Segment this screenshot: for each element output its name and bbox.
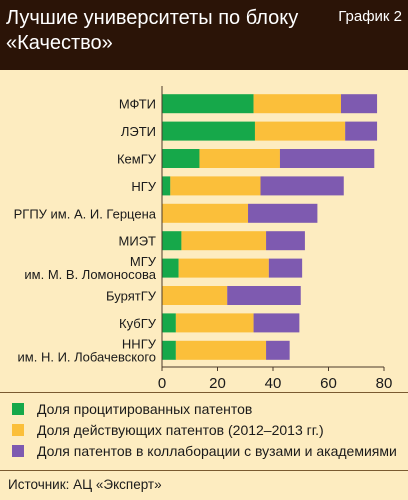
- bar-2-8: [162, 286, 228, 305]
- x-tick-label-5: 80: [376, 375, 393, 390]
- legend-top-divider: [0, 392, 408, 393]
- legend-item-1: Доля процитированных патентов: [12, 398, 397, 419]
- bar-2-4: [170, 176, 261, 196]
- category-label-3: КемГУ: [117, 152, 157, 167]
- x-tick-label-2: 20: [209, 375, 226, 390]
- category-label-10-line-2: им. Н. И. Лобачевского: [18, 349, 156, 364]
- bar-3-5: [248, 203, 318, 223]
- legend-swatch-2: [12, 423, 24, 436]
- bar-2-7: [178, 258, 269, 278]
- bar-1-2: [162, 121, 255, 141]
- legend-label-2: Доля действующих патентов (2012–2013 гг.…: [37, 421, 324, 438]
- bar-3-8: [227, 286, 301, 305]
- x-tick-label-3: 40: [265, 375, 282, 390]
- bar-2-1: [253, 94, 341, 114]
- category-label-8: БурятГУ: [106, 289, 157, 304]
- legend-swatch-3: [12, 444, 24, 457]
- bar-1-1: [162, 94, 254, 114]
- bar-1-4: [162, 176, 171, 196]
- chart-legend: Доля процитированных патентов Доля действ…: [12, 398, 397, 461]
- bar-2-5: [162, 203, 249, 223]
- category-label-5: РГПУ им. А. И. Герцена: [14, 206, 157, 221]
- bar-3-7: [268, 258, 303, 278]
- category-label-7-line-1: МГУ: [130, 254, 157, 269]
- category-label-6: МИЭТ: [119, 234, 157, 249]
- legend-swatch-1: [12, 402, 24, 415]
- bar-3-4: [260, 176, 344, 196]
- bar-1-7: [162, 258, 179, 278]
- bar-1-6: [162, 231, 182, 251]
- category-label-10-line-1: ННГУ: [122, 336, 157, 351]
- legend-item-3: Доля патентов в коллаборации с вузами и …: [12, 440, 397, 461]
- bar-3-10: [266, 340, 290, 360]
- category-label-2: ЛЭТИ: [121, 124, 156, 139]
- legend-item-2: Доля действующих патентов (2012–2013 гг.…: [12, 419, 397, 440]
- bar-3-6: [266, 231, 305, 251]
- source-note: Источник: АЦ «Эксперт»: [8, 477, 162, 492]
- bar-3-3: [279, 149, 375, 168]
- chart-title-line-2: «Качество»: [6, 32, 113, 54]
- chart-title: Лучшие университеты по блоку «Качество»: [6, 6, 326, 56]
- category-label-7-line-2: им. М. В. Ломоносова: [24, 267, 156, 282]
- bar-1-10: [162, 340, 176, 360]
- bar-2-3: [199, 149, 280, 168]
- legend-label-1: Доля процитированных патентов: [37, 400, 253, 417]
- bar-1-9: [162, 313, 176, 333]
- bar-2-6: [181, 231, 267, 251]
- bar-3-1: [340, 94, 378, 114]
- bar-1-3: [162, 149, 200, 168]
- category-label-4: НГУ: [131, 179, 156, 194]
- chart-title-line-1: Лучшие университеты по блоку: [6, 7, 299, 29]
- legend-label-3: Доля патентов в коллаборации с вузами и …: [37, 442, 397, 459]
- bar-3-2: [345, 121, 378, 141]
- bar-2-2: [254, 121, 346, 141]
- bar-2-9: [175, 313, 254, 333]
- chart-header: Лучшие университеты по блоку «Качество» …: [0, 0, 408, 70]
- bar-3-9: [253, 313, 300, 333]
- bar-2-10: [175, 340, 267, 360]
- legend-bottom-divider: [0, 470, 408, 471]
- category-label-9: КубГУ: [119, 316, 157, 331]
- bar-chart: МФТИ ЛЭТИ КемГУ НГУ РГПУ им. А. И. Герцена МИ…: [14, 86, 393, 390]
- category-label-1: МФТИ: [119, 97, 156, 112]
- x-tick-label-4: 60: [320, 375, 337, 390]
- chart-number-tag: График 2: [338, 8, 402, 25]
- x-tick-label-1: 0: [158, 375, 166, 390]
